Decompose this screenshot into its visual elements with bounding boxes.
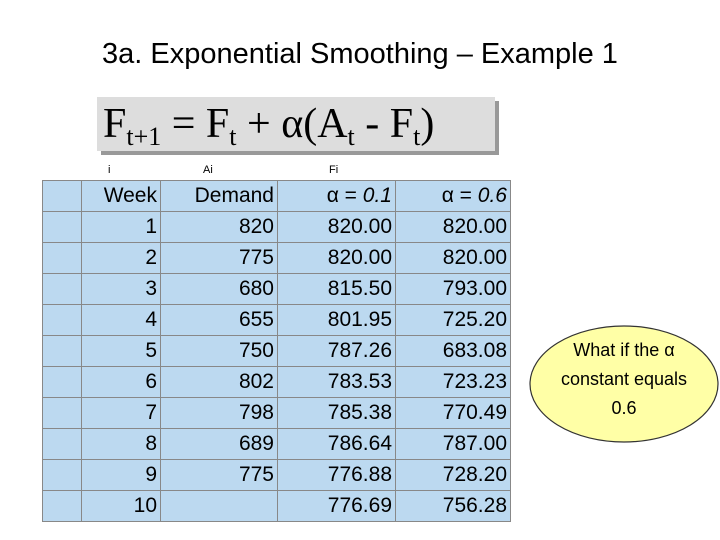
- column-label: i: [108, 164, 111, 176]
- cell: 10: [81, 490, 161, 522]
- table-row: 7 798 785.38 770.49: [42, 397, 511, 429]
- cell: 801.95: [277, 304, 396, 336]
- callout-shape: [529, 325, 719, 443]
- cell: 728.20: [395, 459, 511, 491]
- table-row: 8 689 786.64 787.00: [42, 428, 511, 460]
- alpha-value: 0.1: [362, 184, 392, 207]
- cell: 2: [81, 242, 161, 274]
- formula-text: ): [420, 101, 435, 147]
- header-cell: Demand: [160, 180, 278, 212]
- cell: [42, 459, 82, 491]
- formula: Ft+1 = Ft + α(At - Ft): [97, 97, 495, 151]
- cell: [42, 180, 82, 212]
- cell: 770.49: [395, 397, 511, 429]
- cell: 5: [81, 335, 161, 367]
- cell: 4: [81, 304, 161, 336]
- cell: 776.69: [277, 490, 396, 522]
- cell: 750: [160, 335, 278, 367]
- table-row: 3 680 815.50 793.00: [42, 273, 511, 305]
- cell: 820: [160, 211, 278, 243]
- cell: 820.00: [277, 211, 396, 243]
- cell: 815.50: [277, 273, 396, 305]
- cell: 775: [160, 242, 278, 274]
- table-row: 6 802 783.53 723.23: [42, 366, 511, 398]
- formula-subscript: t: [413, 122, 421, 151]
- cell: 820.00: [395, 211, 511, 243]
- cell: 820.00: [277, 242, 396, 274]
- formula-text: = F: [161, 101, 230, 147]
- cell: 785.38: [277, 397, 396, 429]
- cell: [42, 273, 82, 305]
- header-cell: Week: [81, 180, 161, 212]
- cell: 1: [81, 211, 161, 243]
- callout: What if the α constant equals 0.6: [528, 324, 720, 444]
- table-row: 5 750 787.26 683.08: [42, 335, 511, 367]
- table-row: 1 820 820.00 820.00: [42, 211, 511, 243]
- cell: 787.00: [395, 428, 511, 460]
- cell: 725.20: [395, 304, 511, 336]
- header-cell: α = 0.6: [395, 180, 511, 212]
- table-row: 2 775 820.00 820.00: [42, 242, 511, 274]
- cell: 689: [160, 428, 278, 460]
- cell: 820.00: [395, 242, 511, 274]
- header-cell: α = 0.1: [277, 180, 396, 212]
- cell: [42, 335, 82, 367]
- formula-text: + α(A: [236, 101, 348, 147]
- cell: [42, 242, 82, 274]
- cell: [42, 397, 82, 429]
- alpha-label: α =: [441, 184, 472, 207]
- cell: 7: [81, 397, 161, 429]
- cell: [42, 490, 82, 522]
- formula-subscript: t: [229, 122, 237, 151]
- cell: 683.08: [395, 335, 511, 367]
- cell: 655: [160, 304, 278, 336]
- callout-text: What if the α constant equals 0.6: [560, 340, 688, 418]
- cell: [42, 211, 82, 243]
- column-label: Fi: [329, 164, 339, 176]
- cell: 776.88: [277, 459, 396, 491]
- cell: 802: [160, 366, 278, 398]
- data-table: Week Demand α = 0.1 α = 0.6 1 820 820.00 820.00…: [42, 180, 511, 522]
- table-row: 9 775 776.88 728.20: [42, 459, 511, 491]
- cell: 9: [81, 459, 161, 491]
- table-row: 10 776.69 756.28: [42, 490, 511, 522]
- cell: [42, 428, 82, 460]
- formula-text: - F: [354, 101, 414, 147]
- cell: 8: [81, 428, 161, 460]
- formula-text: F: [103, 101, 127, 147]
- cell: 3: [81, 273, 161, 305]
- cell: 723.23: [395, 366, 511, 398]
- cell: 786.64: [277, 428, 396, 460]
- cell: 680: [160, 273, 278, 305]
- formula-subscript: t+1: [126, 122, 162, 151]
- column-label: Ai: [203, 164, 213, 176]
- cell: 783.53: [277, 366, 396, 398]
- cell: 775: [160, 459, 278, 491]
- alpha-label: α =: [326, 184, 357, 207]
- cell: [42, 366, 82, 398]
- header-row: Week Demand α = 0.1 α = 0.6: [42, 180, 511, 212]
- table-row: 4 655 801.95 725.20: [42, 304, 511, 336]
- cell: 756.28: [395, 490, 511, 522]
- alpha-value: 0.6: [477, 184, 507, 207]
- formula-subscript: t: [347, 122, 355, 151]
- slide-title: 3a. Exponential Smoothing – Example 1: [102, 38, 618, 70]
- cell: [160, 490, 278, 522]
- cell: [42, 304, 82, 336]
- cell: 787.26: [277, 335, 396, 367]
- cell: 6: [81, 366, 161, 398]
- cell: 793.00: [395, 273, 511, 305]
- cell: 798: [160, 397, 278, 429]
